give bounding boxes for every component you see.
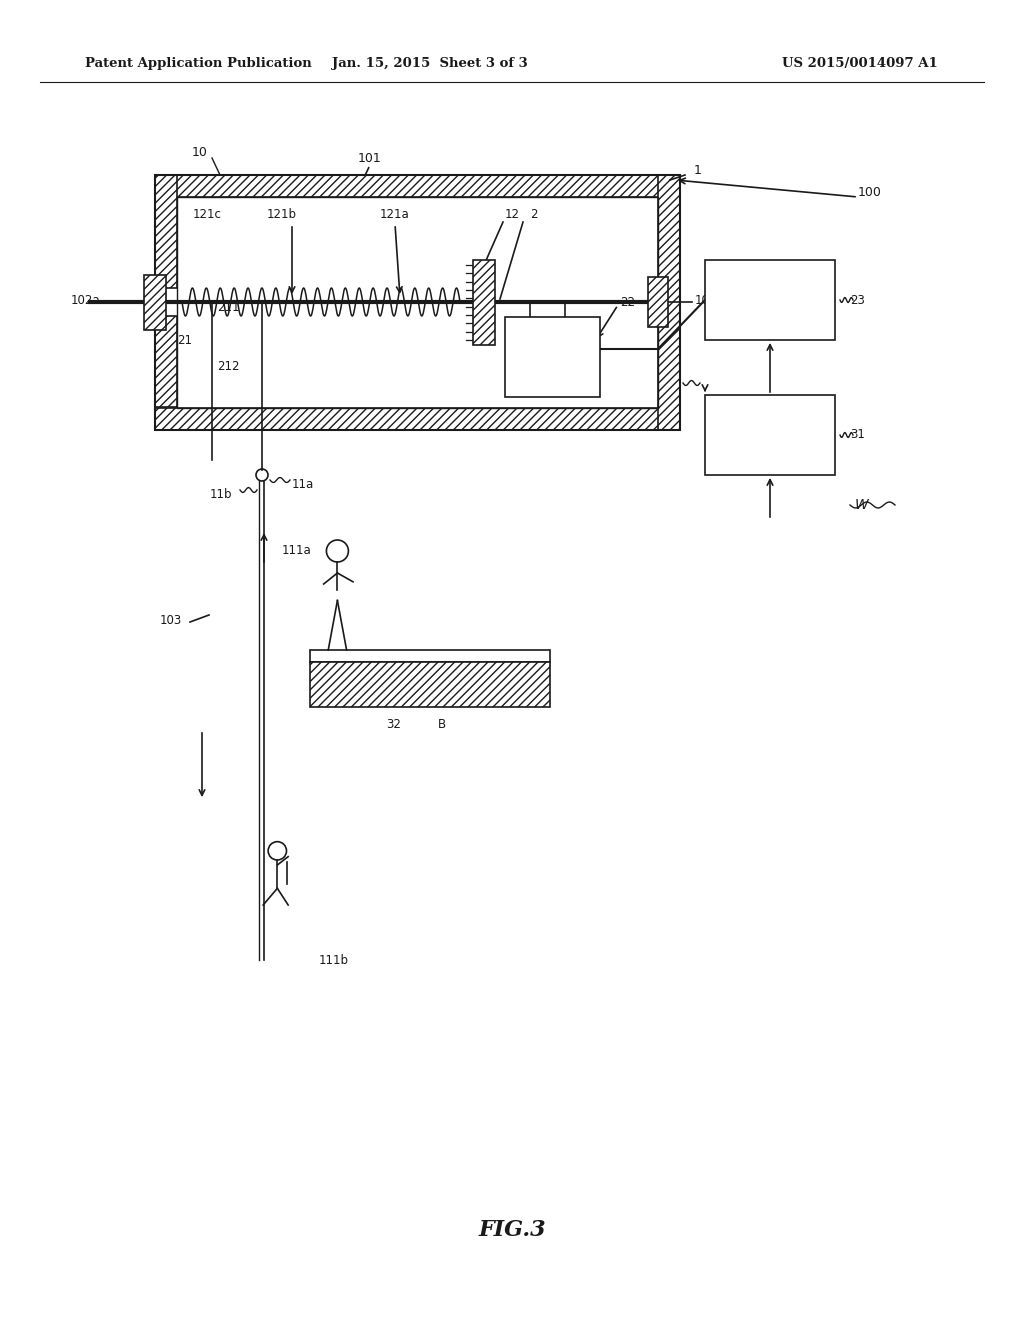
Text: 103: 103 — [160, 614, 182, 627]
Bar — [310, 663, 550, 708]
Bar — [705, 395, 835, 475]
Text: Load: Load — [756, 417, 784, 429]
Bar — [155, 315, 177, 407]
Bar — [658, 176, 680, 430]
Text: 121c: 121c — [193, 209, 221, 222]
Text: 12: 12 — [505, 209, 520, 222]
Text: 11b: 11b — [210, 488, 232, 502]
Bar — [648, 277, 668, 327]
Bar — [310, 663, 550, 708]
Bar — [155, 408, 680, 430]
Text: 11a: 11a — [292, 479, 314, 491]
Text: 21: 21 — [177, 334, 193, 347]
Text: 111b: 111b — [319, 953, 349, 966]
Bar — [155, 176, 680, 197]
Bar — [658, 176, 680, 430]
Text: 101: 101 — [358, 152, 382, 165]
Bar — [155, 315, 177, 407]
Text: US 2015/0014097 A1: US 2015/0014097 A1 — [782, 57, 938, 70]
Text: 121a: 121a — [380, 209, 410, 222]
Text: 32: 32 — [387, 718, 401, 731]
Text: 100: 100 — [858, 186, 882, 199]
Text: 10: 10 — [193, 145, 208, 158]
Bar — [473, 260, 495, 345]
Bar — [155, 408, 680, 430]
Text: Patent Application Publication: Patent Application Publication — [85, 57, 311, 70]
Text: 102b: 102b — [695, 293, 725, 306]
Text: 22: 22 — [620, 296, 635, 309]
Text: 111a: 111a — [282, 544, 311, 557]
Text: FIG.3: FIG.3 — [478, 1218, 546, 1241]
Text: 23: 23 — [850, 293, 865, 306]
Text: B: B — [438, 718, 446, 731]
Text: Load: Load — [756, 305, 784, 318]
Bar — [155, 176, 680, 430]
Bar — [177, 197, 658, 408]
Text: 211: 211 — [217, 301, 240, 314]
Bar — [505, 317, 600, 397]
Bar — [144, 275, 166, 330]
Bar — [705, 260, 835, 341]
Bar — [144, 275, 166, 330]
Bar — [155, 176, 680, 197]
Bar — [310, 649, 550, 663]
Bar — [155, 176, 177, 288]
Text: 102a: 102a — [71, 293, 100, 306]
Text: 2: 2 — [530, 209, 538, 222]
Bar — [155, 176, 177, 288]
Text: 31: 31 — [850, 429, 865, 441]
Text: Adjustment: Adjustment — [736, 441, 804, 454]
Text: 3: 3 — [672, 371, 679, 384]
Text: 212: 212 — [217, 360, 240, 372]
Bar — [648, 277, 668, 327]
Text: Jan. 15, 2015  Sheet 3 of 3: Jan. 15, 2015 Sheet 3 of 3 — [332, 57, 528, 70]
Text: 1: 1 — [694, 164, 701, 177]
Text: W: W — [855, 498, 868, 512]
Bar — [473, 260, 495, 345]
Text: Generator: Generator — [740, 281, 800, 294]
Text: 121b: 121b — [267, 209, 297, 222]
